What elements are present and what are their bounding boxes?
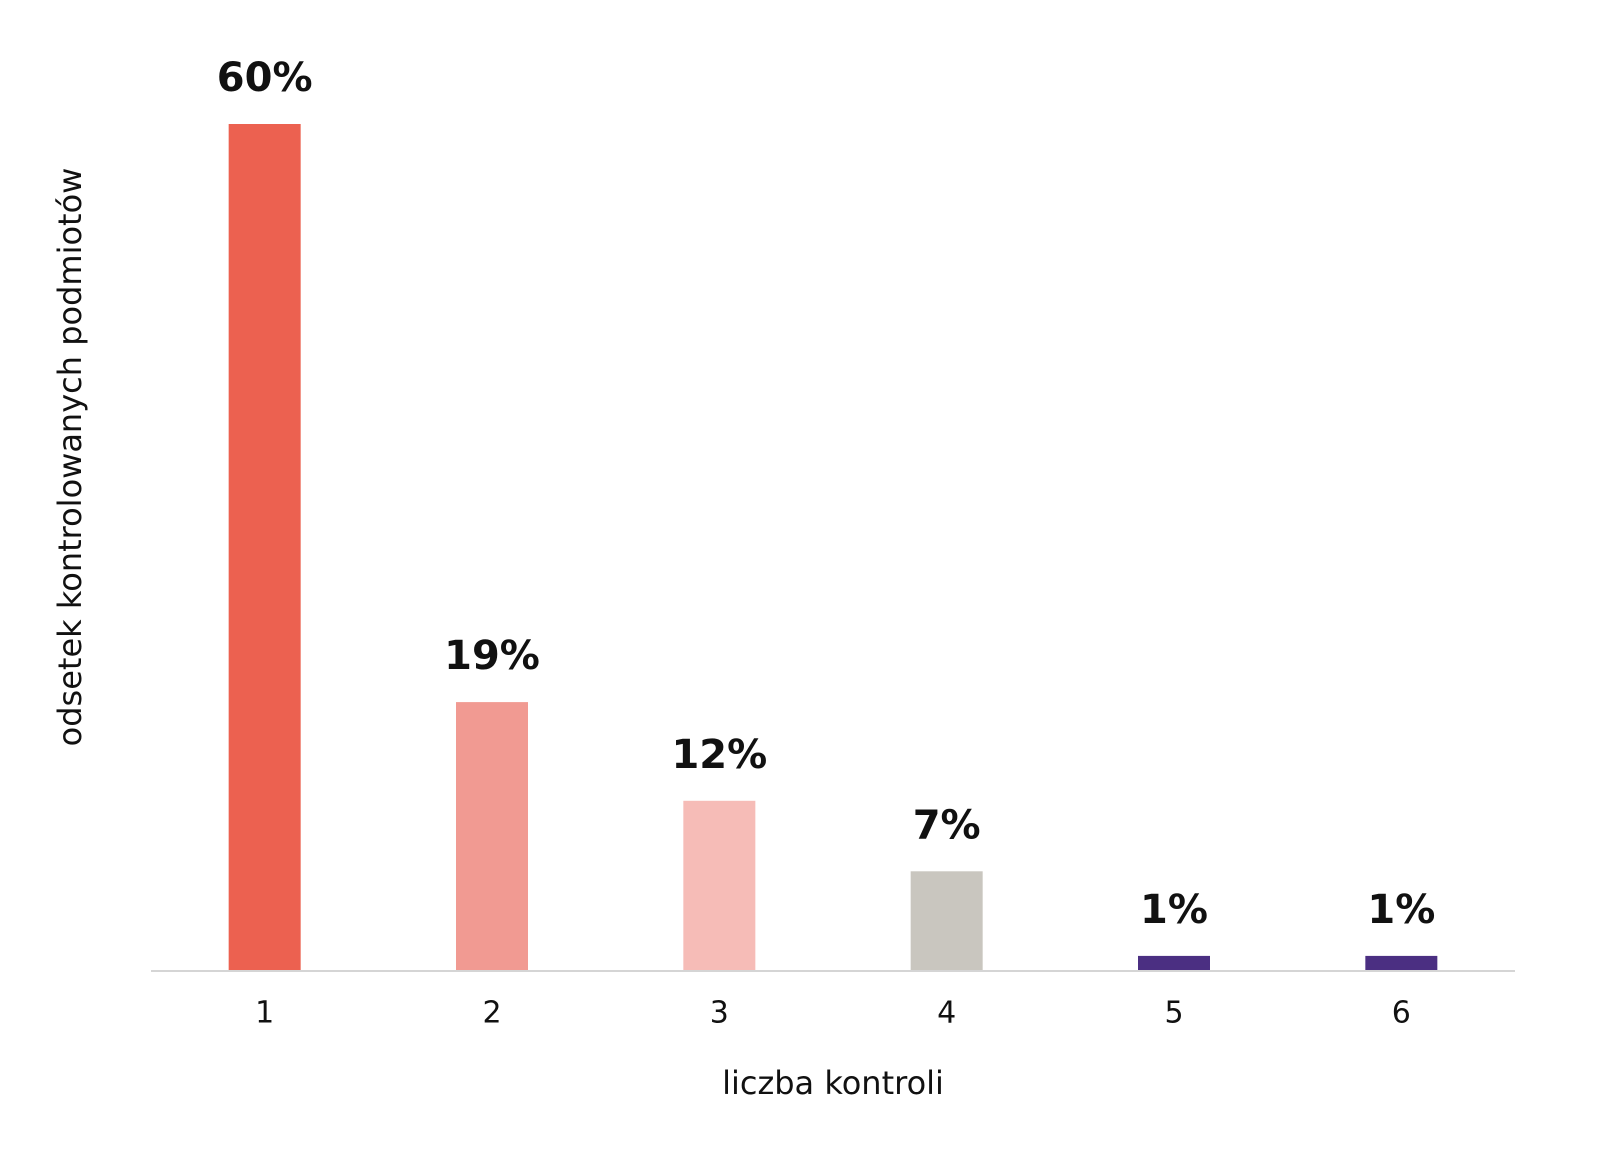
- x-tick-label: 6: [1392, 996, 1411, 1031]
- x-tick-label: 4: [937, 996, 956, 1031]
- x-tick-label: 2: [482, 996, 501, 1031]
- value-label: 12%: [671, 732, 767, 778]
- value-label: 1%: [1367, 887, 1435, 933]
- value-label: 7%: [913, 802, 981, 848]
- bar: [683, 800, 756, 970]
- x-axis-label: liczba kontroli: [722, 1064, 944, 1102]
- bar: [456, 702, 528, 970]
- y-axis-label: odsetek kontrolowanych podmiotów: [51, 168, 89, 747]
- x-tick-label: 3: [710, 996, 729, 1031]
- value-label: 19%: [444, 633, 540, 679]
- value-label: 1%: [1140, 887, 1208, 933]
- bar: [1365, 955, 1438, 970]
- x-tick-label: 5: [1164, 996, 1183, 1031]
- value-label: 60%: [217, 55, 313, 101]
- bar: [910, 871, 983, 970]
- bar: [1138, 955, 1210, 970]
- x-tick-label: 1: [255, 996, 274, 1031]
- bar: [228, 124, 301, 970]
